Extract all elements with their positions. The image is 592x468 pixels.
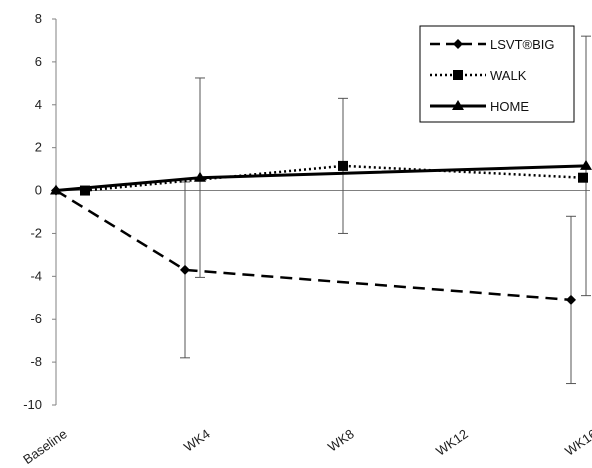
legend-label-home: HOME — [490, 99, 529, 114]
y-tick-label: -4 — [30, 268, 42, 283]
lsvt-big-marker — [566, 294, 576, 305]
x-tick-label-wk16: WK16 — [562, 426, 592, 459]
walk-marker — [578, 172, 588, 183]
legend-label-lsvt-big: LSVT®BIG — [490, 37, 555, 52]
x-tick-label-wk8: WK8 — [325, 426, 357, 454]
lsvt-big-series-line — [55, 189, 572, 302]
walk-marker — [338, 160, 348, 171]
y-tick-label: -8 — [30, 354, 42, 369]
legend: LSVT®BIG WALK HOME — [419, 25, 575, 123]
walk-series-line — [84, 164, 584, 192]
home-marker — [50, 184, 62, 195]
y-tick-label: 4 — [35, 97, 42, 112]
home-marker — [194, 171, 206, 182]
lsvt-big-marker — [180, 264, 190, 275]
y-tick-label: 6 — [35, 54, 42, 69]
y-tick-label: -2 — [30, 225, 42, 240]
walk-marker — [80, 185, 90, 196]
y-tick-label: 8 — [35, 11, 42, 26]
x-tick-label-baseline: Baseline — [20, 426, 69, 467]
legend-marker-lsvt-big — [453, 39, 463, 49]
y-tick-label: -10 — [23, 397, 42, 412]
legend-marker-walk — [453, 70, 463, 80]
series-lines — [55, 164, 587, 302]
y-tick-label: 2 — [35, 140, 42, 155]
y-tick-label: -6 — [30, 311, 42, 326]
legend-marker-home — [452, 100, 464, 110]
home-marker — [580, 159, 592, 170]
x-tick-label-wk12: WK12 — [433, 426, 471, 459]
legend-label-walk: WALK — [490, 68, 527, 83]
series-markers — [50, 159, 592, 305]
y-tick-label: 0 — [35, 183, 42, 198]
x-tick-label-wk4: WK4 — [181, 426, 213, 454]
